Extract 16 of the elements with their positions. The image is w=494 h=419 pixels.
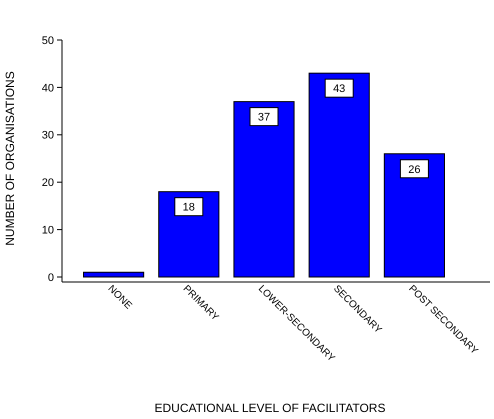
data-label: 18: [182, 202, 195, 214]
bar: [384, 153, 445, 278]
y-tick-label: 50: [42, 34, 54, 47]
data-label: 37: [258, 112, 270, 124]
y-tick-label: 10: [42, 224, 54, 236]
y-tick-label: 20: [42, 177, 54, 190]
y-tick-label: 40: [42, 82, 54, 94]
bar: [83, 272, 144, 278]
y-tick-label: 0: [48, 272, 54, 284]
bar: [308, 72, 370, 278]
data-label: 26: [408, 164, 421, 176]
bar: [233, 101, 295, 278]
x-axis-title: EDUCATIONAL LEVEL OF FACILITATORS: [154, 401, 386, 415]
data-label: 43: [333, 83, 346, 96]
y-axis-title: NUMBER OF ORGANISATIONS: [3, 71, 17, 246]
y-tick-label: 30: [42, 130, 54, 142]
